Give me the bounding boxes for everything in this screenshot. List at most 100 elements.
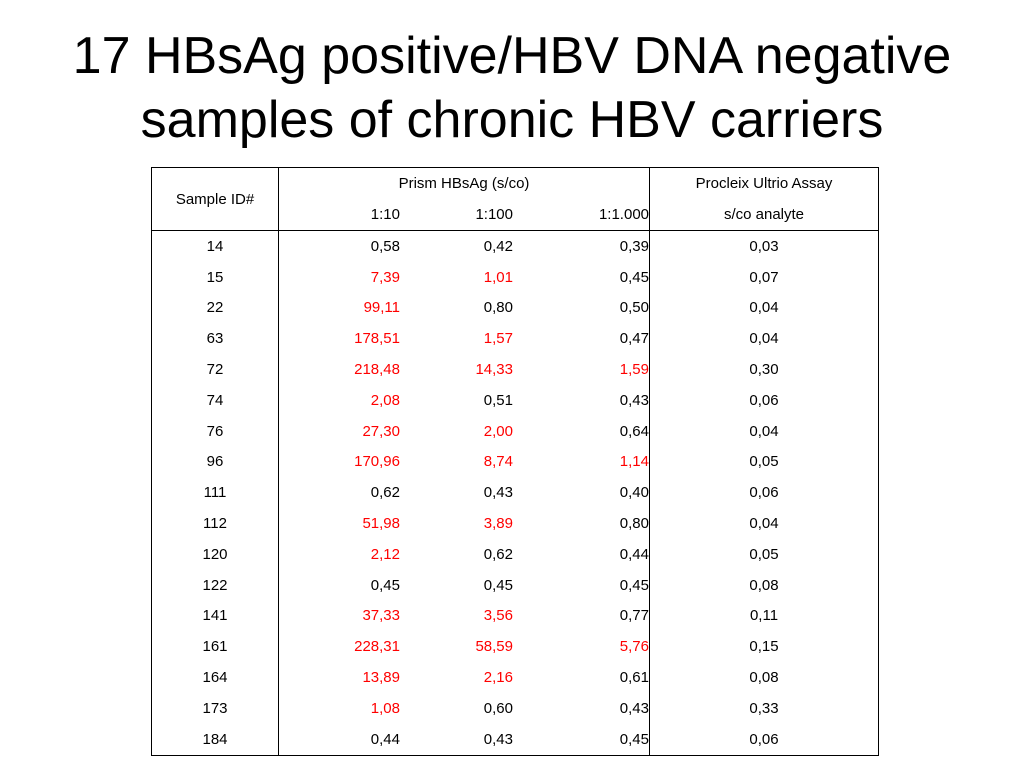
cell-ultrio: 0,07 xyxy=(649,261,879,293)
cell-sample-id: 161 xyxy=(202,638,228,656)
cell-ultrio: 0,33 xyxy=(649,692,879,724)
table-row: 173 1,08 0,60 0,43 0,33 xyxy=(152,692,879,724)
cell-sample-id: 141 xyxy=(202,607,228,625)
cell-prism-1-10: 178,51 xyxy=(278,323,402,355)
cell-prism-1-1000: 0,45 xyxy=(619,576,649,594)
table-row: 15 7,39 1,01 0,45 0,07 xyxy=(152,261,879,293)
header-sample-id: Sample ID# xyxy=(151,167,279,231)
header-dilution-1-1000: 1:1.000 xyxy=(513,199,650,231)
cell-prism-1-100: 0,43 xyxy=(483,730,513,748)
header-procleix: Procleix Ultrio Assay xyxy=(649,167,879,199)
header-row-2: 1:10 1:100 1:1.000 s/co analyte xyxy=(152,199,879,231)
cell-prism-1-10: 218,48 xyxy=(278,354,402,385)
cell-prism-1-1000: 0,80 xyxy=(619,515,649,533)
cell-prism-1-1000: 0,47 xyxy=(619,330,649,348)
cell-prism-1-100: 0,51 xyxy=(483,391,513,409)
cell-sample-id: 63 xyxy=(206,330,224,348)
cell-prism-1-1000: 1,59 xyxy=(619,361,649,379)
cell-ultrio: 0,04 xyxy=(649,323,879,355)
cell-sample-id: 76 xyxy=(206,422,224,440)
cell-ultrio: 0,05 xyxy=(649,538,879,570)
cell-prism-1-1000: 5,76 xyxy=(619,638,649,656)
cell-ultrio: 0,04 xyxy=(649,415,879,447)
cell-prism-1-10: 27,30 xyxy=(278,415,402,447)
table-row: 112 51,98 3,89 0,80 0,04 xyxy=(152,508,879,539)
table-row: 141 37,33 3,56 0,77 0,11 xyxy=(152,600,879,632)
table-row: 120 2,12 0,62 0,44 0,05 xyxy=(152,538,879,570)
slide-title: 17 HBsAg positive/HBV DNA negative sampl… xyxy=(0,24,1024,152)
cell-prism-1-10: 228,31 xyxy=(278,631,402,663)
cell-prism-1-100: 0,42 xyxy=(483,237,513,255)
cell-ultrio: 0,15 xyxy=(649,631,879,663)
cell-ultrio: 0,30 xyxy=(649,354,879,385)
table-row: 76 27,30 2,00 0,64 0,04 xyxy=(152,415,879,447)
cell-ultrio: 0,06 xyxy=(649,384,879,416)
cell-sample-id: 122 xyxy=(202,576,228,594)
cell-prism-1-1000: 0,50 xyxy=(619,299,649,317)
cell-prism-1-100: 0,62 xyxy=(483,545,513,563)
cell-prism-1-10: 170,96 xyxy=(278,446,402,478)
cell-prism-1-10: 13,89 xyxy=(278,662,402,693)
cell-prism-1-100: 1,57 xyxy=(483,330,513,348)
header-row-1: Sample ID# Prism HBsAg (s/co) Procleix U… xyxy=(151,167,879,231)
cell-prism-1-10: 2,08 xyxy=(278,384,402,416)
cell-prism-1-10: 37,33 xyxy=(278,600,402,632)
cell-prism-1-1000: 1,14 xyxy=(619,453,649,471)
cell-sample-id: 96 xyxy=(206,453,224,471)
table-row: 72 218,48 14,33 1,59 0,30 xyxy=(152,354,879,385)
table-row: 22 99,11 0,80 0,50 0,04 xyxy=(152,292,879,324)
cell-prism-1-1000: 0,40 xyxy=(619,484,649,502)
table-row: 122 0,45 0,45 0,45 0,08 xyxy=(152,569,879,601)
cell-sample-id: 14 xyxy=(206,237,224,255)
table-row: 164 13,89 2,16 0,61 0,08 xyxy=(152,662,879,693)
cell-ultrio: 0,08 xyxy=(649,569,879,601)
cell-sample-id: 72 xyxy=(206,361,224,379)
cell-prism-1-1000: 0,43 xyxy=(619,699,649,717)
results-table: Sample ID# Prism HBsAg (s/co) Procleix U… xyxy=(151,167,879,756)
cell-sample-id: 22 xyxy=(206,299,224,317)
cell-prism-1-100: 58,59 xyxy=(475,638,513,656)
header-analyte: s/co analyte xyxy=(649,199,879,231)
header-prism: Prism HBsAg (s/co) xyxy=(278,167,650,199)
cell-sample-id: 15 xyxy=(206,268,224,286)
cell-ultrio: 0,03 xyxy=(649,230,879,262)
cell-ultrio: 0,11 xyxy=(649,600,879,632)
cell-sample-id: 173 xyxy=(202,699,228,717)
table-row: 63 178,51 1,57 0,47 0,04 xyxy=(152,323,879,355)
cell-prism-1-100: 14,33 xyxy=(475,361,513,379)
table-body: 14 0,58 0,42 0,39 0,03 15 7,39 1,01 0,45 0,07 22 99… xyxy=(152,230,879,756)
cell-prism-1-10: 0,44 xyxy=(278,723,402,756)
cell-prism-1-1000: 0,77 xyxy=(619,607,649,625)
cell-prism-1-100: 0,45 xyxy=(483,576,513,594)
cell-ultrio: 0,06 xyxy=(649,723,879,756)
cell-prism-1-100: 0,80 xyxy=(483,299,513,317)
title-line-2: samples of chronic HBV carriers xyxy=(140,91,884,149)
cell-ultrio: 0,08 xyxy=(649,662,879,693)
cell-ultrio: 0,05 xyxy=(649,446,879,478)
cell-prism-1-100: 8,74 xyxy=(483,453,513,471)
cell-prism-1-1000: 0,64 xyxy=(619,422,649,440)
cell-prism-1-10: 0,58 xyxy=(278,230,402,262)
cell-prism-1-1000: 0,44 xyxy=(619,545,649,563)
cell-prism-1-10: 0,62 xyxy=(278,477,402,509)
cell-sample-id: 111 xyxy=(203,484,227,502)
cell-ultrio: 0,04 xyxy=(649,508,879,539)
cell-prism-1-10: 7,39 xyxy=(278,261,402,293)
cell-prism-1-10: 0,45 xyxy=(278,569,402,601)
cell-prism-1-100: 2,00 xyxy=(483,422,513,440)
cell-prism-1-100: 3,89 xyxy=(483,515,513,533)
header-dilution-1-100: 1:100 xyxy=(402,199,513,231)
table-row: 184 0,44 0,43 0,45 0,06 xyxy=(152,723,879,756)
table-row: 111 0,62 0,43 0,40 0,06 xyxy=(152,477,879,509)
cell-prism-1-10: 51,98 xyxy=(278,508,402,539)
cell-prism-1-1000: 0,45 xyxy=(619,268,649,286)
table-row: 14 0,58 0,42 0,39 0,03 xyxy=(152,230,879,262)
cell-prism-1-10: 2,12 xyxy=(278,538,402,570)
cell-prism-1-1000: 0,43 xyxy=(619,391,649,409)
cell-prism-1-1000: 0,39 xyxy=(619,237,649,255)
cell-prism-1-100: 0,43 xyxy=(483,484,513,502)
title-line-1: 17 HBsAg positive/HBV DNA negative xyxy=(72,27,952,85)
table-row: 96 170,96 8,74 1,14 0,05 xyxy=(152,446,879,478)
cell-sample-id: 184 xyxy=(202,730,228,748)
